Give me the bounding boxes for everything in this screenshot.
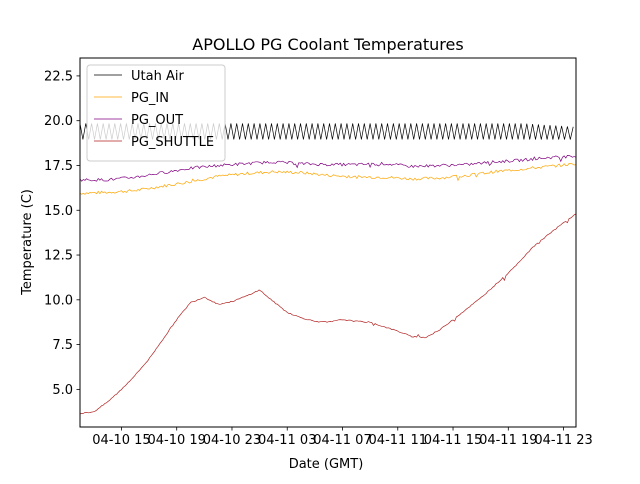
y-tick-label: 12.5	[44, 249, 73, 264]
y-tick-label: 5.0	[52, 383, 73, 398]
x-tick-label: 04-10 15	[92, 433, 150, 448]
legend-label: PG_SHUTTLE	[131, 135, 214, 150]
series-line-pg-in	[79, 163, 576, 195]
y-tick-label: 7.5	[52, 338, 73, 353]
series-line-pg-out	[79, 155, 576, 182]
x-tick-label: 04-11 19	[479, 433, 537, 448]
x-tick-label: 04-11 23	[534, 433, 592, 448]
plot-frame	[79, 57, 577, 428]
x-tick-label: 04-11 03	[258, 433, 316, 448]
legend-label: PG_IN	[131, 91, 169, 106]
y-tick-label: 17.5	[44, 159, 73, 174]
y-axis: 5.0 7.5 10.0 12.5 15.0 17.5 20.0 22.5	[44, 69, 80, 398]
y-tick-label: 15.0	[44, 204, 73, 219]
y-tick-label: 10.0	[44, 293, 73, 308]
y-axis-label: Temperature (C)	[20, 189, 35, 296]
x-tick-label: 04-11 11	[369, 433, 427, 448]
y-tick-label: 20.0	[44, 114, 73, 129]
legend-label: Utah Air	[131, 69, 184, 84]
y-tick-label: 22.5	[44, 69, 73, 84]
legend-label: PG_OUT	[131, 113, 183, 128]
legend: Utah Air PG_IN PG_OUT PG_SHUTTLE	[86, 64, 226, 162]
x-tick-label: 04-11 15	[424, 433, 482, 448]
legend-frame	[86, 64, 226, 162]
x-axis-label: Date (GMT)	[289, 457, 364, 472]
x-tick-label: 04-10 19	[147, 433, 205, 448]
x-tick-label: 04-11 07	[313, 433, 371, 448]
chart-title: APOLLO PG Coolant Temperatures	[192, 35, 463, 54]
series-line-pg-shuttle	[79, 213, 576, 415]
x-tick-label: 04-10 23	[203, 433, 261, 448]
